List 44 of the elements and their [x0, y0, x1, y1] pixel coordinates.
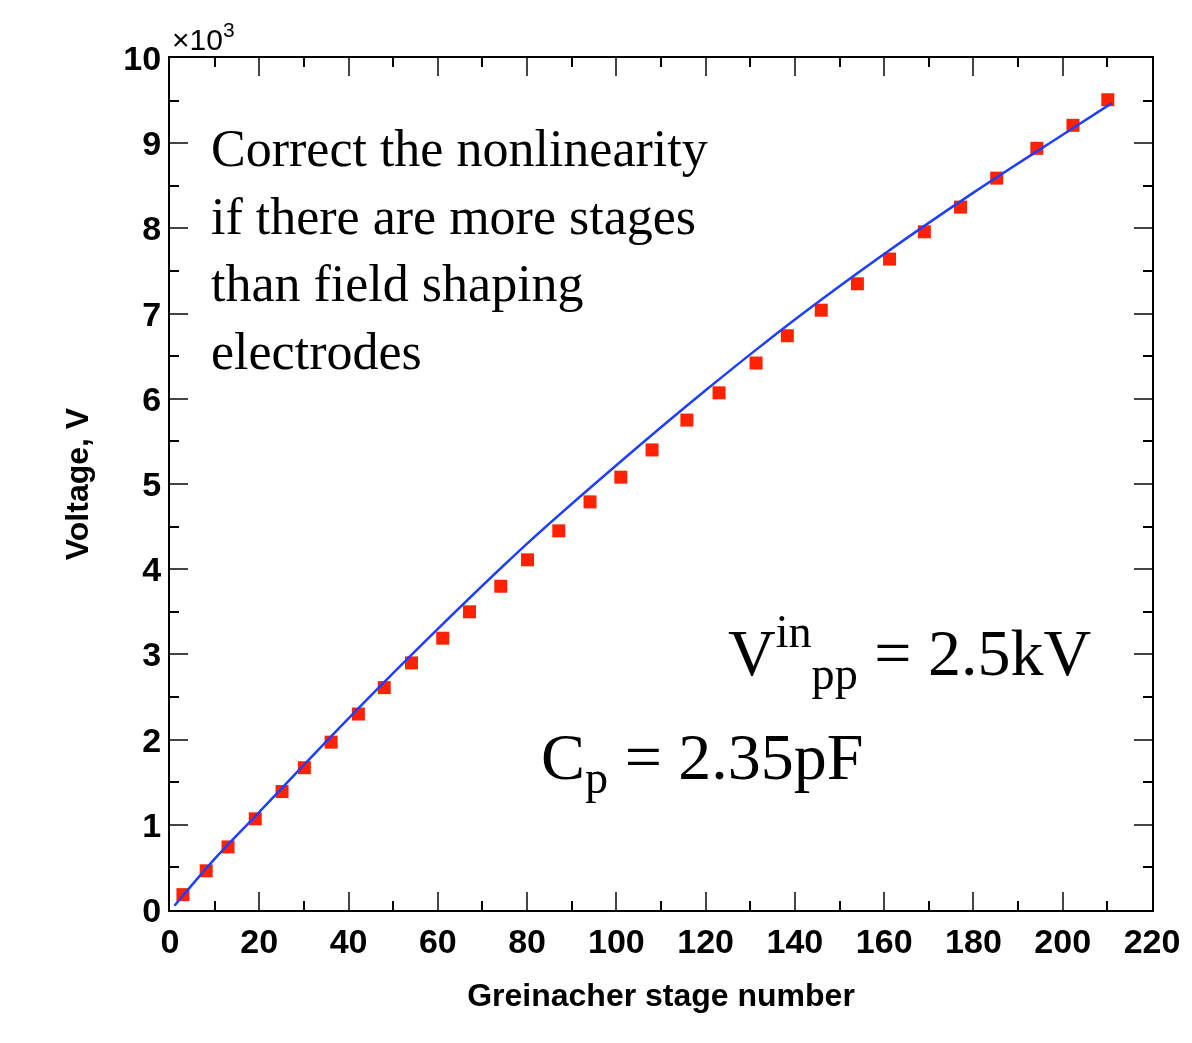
point: [712, 386, 726, 400]
x-tick-label: 40: [329, 921, 368, 960]
annotation: Correct the nonlinearity if there are more stages than field shaping electrodes: [211, 120, 708, 380]
point: [552, 524, 566, 538]
y-axis-title: Voltage, V: [59, 407, 96, 561]
point: [521, 553, 535, 567]
annotation: C$_{p}$ = 2.35pF: [541, 720, 864, 803]
y-tick-label: 5: [142, 464, 162, 503]
y-tick-label: 10: [123, 38, 162, 77]
x-tick-label: 80: [508, 921, 546, 960]
y-tick-label: 6: [142, 379, 162, 418]
x-tick-label: 180: [945, 921, 1002, 960]
point: [494, 579, 508, 593]
x-tick-label: 120: [677, 921, 735, 960]
point: [814, 303, 828, 317]
point: [583, 495, 597, 509]
x-tick-label: 140: [766, 921, 824, 960]
point: [1101, 93, 1115, 107]
y-tick-label: 8: [142, 209, 162, 248]
point: [780, 329, 794, 343]
x-tick-label: 100: [587, 921, 645, 960]
point: [883, 252, 897, 266]
point: [850, 277, 864, 291]
x-tick-label: 200: [1034, 921, 1092, 960]
y-tick-label: 1: [142, 805, 162, 844]
y-tick-label: 3: [142, 635, 162, 674]
text: ×10$^{3}$: [172, 18, 235, 56]
y-tick-label: 2: [142, 720, 162, 759]
point: [614, 470, 628, 484]
annotation: V$^{in}$$_{pp}$ = 2.5kV: [728, 606, 1092, 699]
y-tick-label: 0: [142, 890, 162, 929]
point: [680, 413, 694, 427]
y-tick-label: 4: [142, 550, 162, 589]
x-tick-label: 220: [1123, 921, 1181, 960]
x-axis-title: Greinacher stage number: [467, 977, 855, 1014]
y-tick-label: 7: [142, 294, 162, 333]
point: [749, 356, 763, 370]
point: [436, 631, 450, 645]
x-tick-label: 160: [855, 921, 913, 960]
x-tick-label: 60: [418, 921, 457, 960]
point: [463, 605, 477, 619]
point: [645, 443, 659, 457]
y-tick-label: 9: [142, 124, 162, 163]
x-tick-label: 20: [240, 921, 279, 960]
